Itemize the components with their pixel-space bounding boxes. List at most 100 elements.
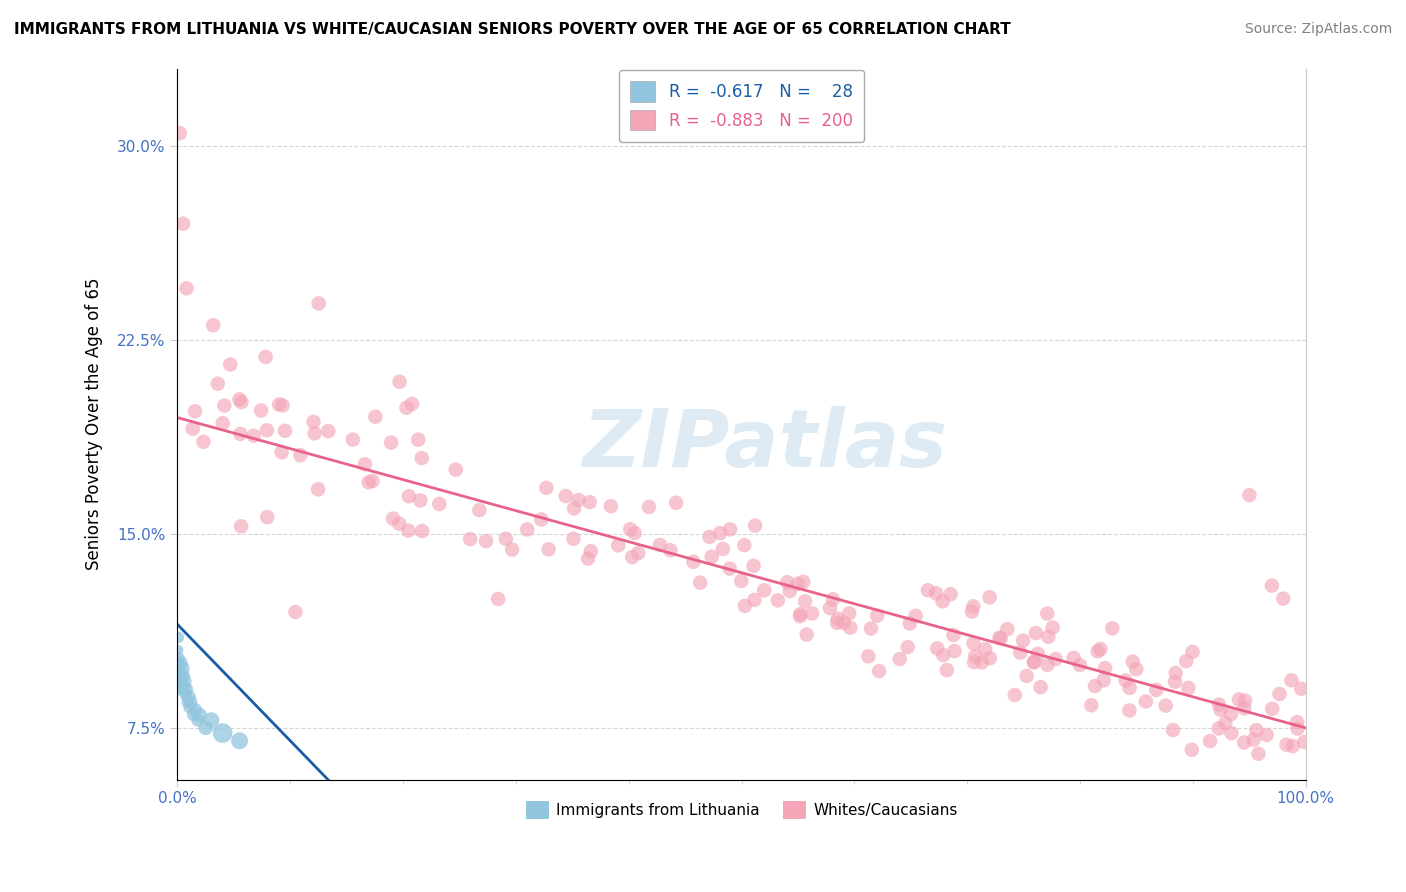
Point bbox=[1213, 716, 1236, 731]
Point bbox=[562, 501, 585, 516]
Point bbox=[979, 651, 1001, 665]
Point bbox=[744, 518, 766, 533]
Point bbox=[486, 591, 509, 606]
Point bbox=[228, 392, 250, 407]
Point bbox=[1281, 673, 1303, 688]
Point bbox=[931, 594, 953, 608]
Point bbox=[184, 703, 207, 717]
Point bbox=[304, 426, 326, 441]
Point bbox=[170, 661, 193, 675]
Point bbox=[401, 397, 423, 411]
Point bbox=[1022, 655, 1045, 669]
Point bbox=[779, 583, 801, 598]
Point bbox=[965, 649, 987, 664]
Point bbox=[1261, 702, 1284, 716]
Point bbox=[599, 499, 621, 513]
Point bbox=[427, 497, 450, 511]
Point bbox=[207, 376, 229, 391]
Point bbox=[176, 682, 198, 697]
Point bbox=[1208, 722, 1230, 736]
Point bbox=[576, 551, 599, 566]
Point bbox=[786, 576, 808, 591]
Point bbox=[229, 426, 252, 441]
Point bbox=[188, 708, 211, 723]
Point bbox=[250, 403, 273, 417]
Point bbox=[801, 607, 824, 621]
Point bbox=[1122, 655, 1144, 669]
Point bbox=[960, 605, 983, 619]
Point bbox=[700, 549, 723, 564]
Point bbox=[621, 550, 644, 565]
Point bbox=[638, 500, 661, 514]
Point bbox=[699, 530, 721, 544]
Point bbox=[270, 445, 292, 459]
Point bbox=[342, 433, 364, 447]
Point bbox=[214, 399, 236, 413]
Point bbox=[995, 622, 1018, 636]
Point bbox=[290, 448, 312, 462]
Point bbox=[1286, 715, 1309, 730]
Point bbox=[898, 616, 921, 631]
Point bbox=[380, 435, 402, 450]
Point bbox=[1239, 488, 1261, 502]
Point bbox=[256, 423, 278, 437]
Point bbox=[468, 503, 491, 517]
Point bbox=[730, 574, 752, 588]
Point bbox=[318, 424, 340, 438]
Point bbox=[501, 542, 523, 557]
Point bbox=[925, 586, 948, 600]
Point bbox=[411, 450, 433, 465]
Point bbox=[718, 561, 741, 575]
Point bbox=[866, 608, 889, 623]
Point bbox=[495, 532, 517, 546]
Point bbox=[766, 593, 789, 607]
Point bbox=[181, 422, 204, 436]
Point bbox=[308, 296, 330, 310]
Point bbox=[682, 555, 704, 569]
Point bbox=[754, 583, 776, 598]
Point bbox=[838, 607, 860, 621]
Point bbox=[1084, 679, 1107, 693]
Point bbox=[169, 126, 191, 140]
Point bbox=[1024, 655, 1046, 669]
Point bbox=[1125, 662, 1147, 676]
Point bbox=[1233, 735, 1256, 749]
Point bbox=[172, 669, 194, 683]
Point bbox=[1010, 646, 1032, 660]
Point bbox=[1080, 698, 1102, 713]
Point bbox=[537, 542, 560, 557]
Point bbox=[839, 621, 862, 635]
Point bbox=[169, 669, 191, 683]
Point bbox=[254, 350, 277, 364]
Y-axis label: Seniors Poverty Over the Age of 65: Seniors Poverty Over the Age of 65 bbox=[86, 277, 103, 570]
Point bbox=[169, 651, 191, 665]
Point bbox=[627, 546, 650, 560]
Point bbox=[932, 648, 955, 662]
Point bbox=[174, 687, 197, 701]
Point bbox=[1281, 739, 1303, 753]
Point bbox=[169, 682, 191, 697]
Point bbox=[180, 695, 202, 709]
Point bbox=[1092, 673, 1115, 688]
Point bbox=[579, 544, 602, 558]
Point bbox=[179, 700, 201, 714]
Point bbox=[170, 657, 193, 671]
Point bbox=[200, 713, 222, 727]
Point bbox=[859, 622, 882, 636]
Text: ZIPatlas: ZIPatlas bbox=[582, 407, 946, 484]
Point bbox=[284, 605, 307, 619]
Point bbox=[357, 475, 380, 490]
Point bbox=[818, 601, 841, 615]
Point bbox=[1026, 647, 1049, 661]
Point bbox=[1045, 652, 1067, 666]
Point bbox=[665, 496, 688, 510]
Point bbox=[1029, 680, 1052, 694]
Point bbox=[1175, 654, 1198, 668]
Point bbox=[176, 695, 198, 709]
Point bbox=[211, 416, 233, 430]
Point bbox=[1101, 621, 1123, 635]
Point bbox=[1118, 681, 1140, 695]
Point bbox=[302, 415, 325, 429]
Point bbox=[889, 652, 911, 666]
Point bbox=[382, 511, 405, 525]
